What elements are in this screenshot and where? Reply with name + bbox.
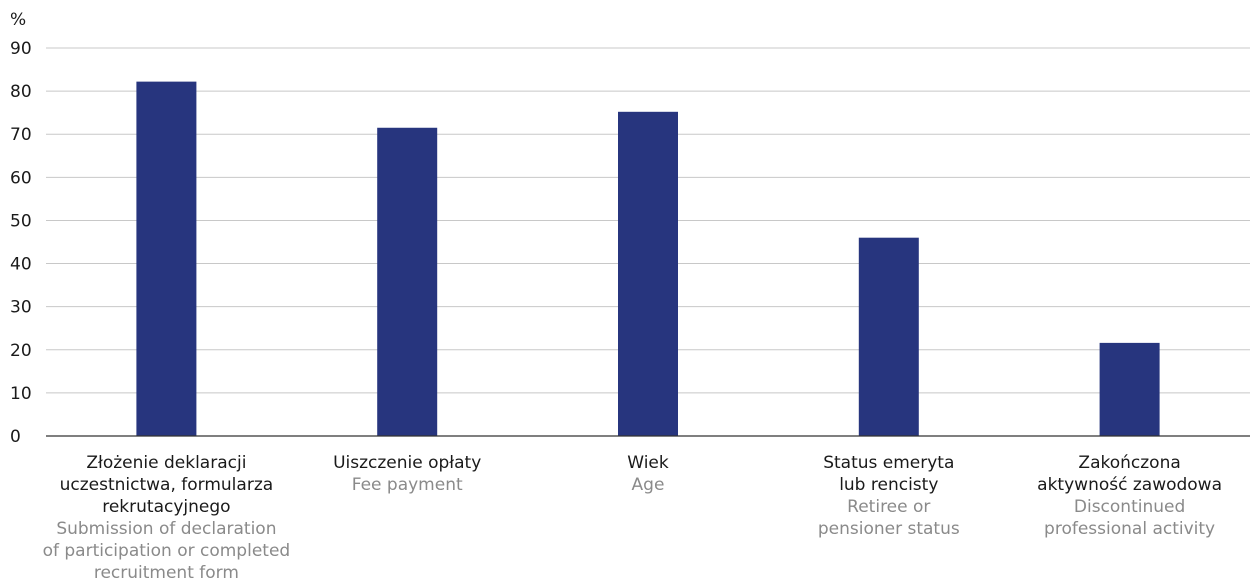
category-label-en: Submission of declaration — [56, 519, 277, 539]
category-label-pl: aktywność zawodowa — [1037, 475, 1223, 495]
category-label-pl: Złożenie deklaracji — [86, 453, 247, 473]
bar — [618, 111, 678, 436]
category-label: Wiek Age — [523, 452, 773, 496]
bar — [377, 127, 438, 436]
y-tick-label: 0 — [10, 427, 21, 447]
category-label-en: pensioner status — [817, 519, 960, 539]
y-tick-label: 90 — [10, 39, 32, 59]
category-label-pl: Zakończona — [1078, 453, 1181, 473]
y-tick-label: 70 — [10, 125, 32, 145]
category-label-pl: Status emeryta — [823, 453, 955, 473]
category-label-en: Retiree or — [847, 497, 931, 517]
category-label-en: Age — [631, 475, 665, 495]
bar — [136, 81, 197, 437]
category-label-pl: lub rencisty — [839, 475, 939, 495]
category-label: Status emeryta lub rencisty Retiree or pens… — [764, 452, 1014, 540]
y-tick-label: 40 — [10, 255, 32, 275]
category-label-pl: Uiszczenie opłaty — [333, 453, 482, 473]
category-label-en: recruitment form — [93, 563, 239, 583]
y-tick-label: 10 — [10, 384, 32, 404]
category-label-en: of participation or completed — [42, 541, 291, 561]
bars — [136, 81, 1160, 437]
bar — [1099, 342, 1160, 436]
category-label-pl: Wiek — [627, 453, 669, 473]
category-label-en: Fee payment — [351, 475, 463, 495]
category-label: Złożenie deklaracji uczestnictwa, formula… — [41, 452, 291, 584]
category-label-en: Discontinued — [1073, 497, 1186, 517]
category-label: Zakończona aktywność zawodowa Discontinued… — [1005, 452, 1252, 540]
y-tick-label: 50 — [10, 211, 32, 231]
category-label-pl: rekrutacyjnego — [102, 497, 231, 517]
y-tick-label: 20 — [10, 341, 32, 361]
category-label: Uiszczenie opłaty Fee payment — [282, 452, 532, 496]
y-axis-label: % — [10, 10, 26, 30]
category-label-pl: uczestnictwa, formularza — [59, 475, 274, 495]
y-tick-labels: 0 10 20 30 40 50 60 70 80 90 — [10, 39, 32, 447]
y-tick-label: 80 — [10, 82, 32, 102]
bar — [858, 237, 919, 436]
y-tick-label: 60 — [10, 168, 32, 188]
y-tick-label: 30 — [10, 298, 32, 318]
category-label-en: professional activity — [1044, 519, 1216, 539]
